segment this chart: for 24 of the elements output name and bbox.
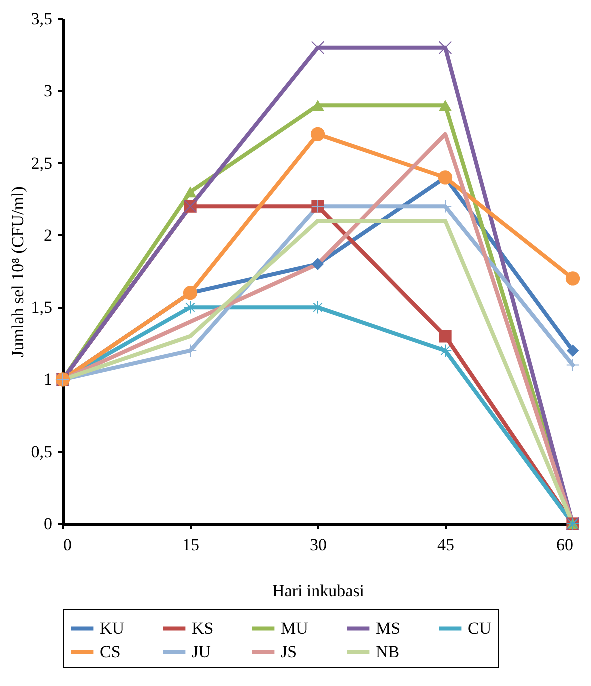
x-tick-label: 0: [64, 536, 72, 554]
y-tick-label: 1,5: [31, 298, 52, 318]
legend-label: JS: [281, 642, 298, 662]
legend-label: JU: [192, 642, 211, 662]
legend-label: NB: [376, 642, 400, 662]
legend-label: KU: [100, 618, 125, 638]
legend-label: MS: [376, 618, 401, 638]
y-tick-label: 1: [44, 370, 52, 390]
y-tick-label: 2,5: [31, 154, 52, 173]
x-axis-title: Hari inkubasi: [272, 582, 365, 600]
legend-label: CS: [100, 642, 121, 662]
y-tick-label: 3,5: [31, 10, 52, 28]
y-tick-label: 0: [44, 514, 52, 534]
x-tick-label: 45: [438, 536, 454, 554]
legend-label: CU: [468, 618, 492, 638]
legend-label: KS: [192, 618, 214, 638]
y-tick-label: 3: [44, 82, 52, 101]
legend-label: MU: [281, 618, 308, 638]
y-tick-label: 2: [44, 226, 52, 245]
x-tick-label: 60: [556, 536, 574, 554]
y-tick-label: 0,5: [31, 442, 52, 462]
x-tick-label: 30: [310, 536, 327, 554]
x-tick-label: 15: [182, 536, 200, 554]
y-axis-title: Jumlah sel 10⁸ (CFU/ml): [8, 186, 28, 358]
